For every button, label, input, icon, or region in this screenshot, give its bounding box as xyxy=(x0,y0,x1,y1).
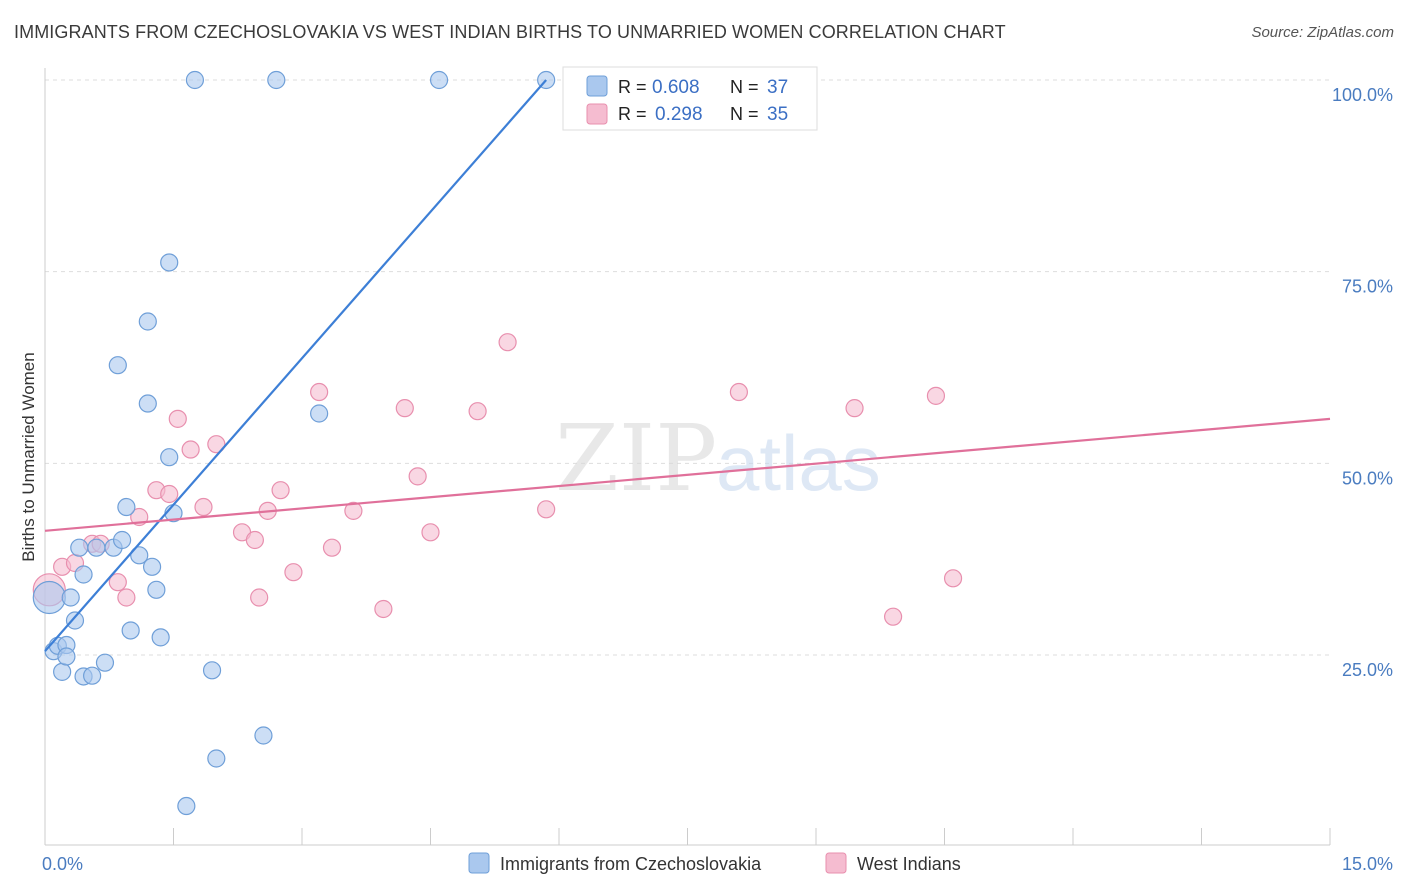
data-point xyxy=(729,382,749,402)
data-point xyxy=(151,628,170,647)
series-legend-label-blue: Immigrants from Czechoslovakia xyxy=(500,854,762,874)
series-legend: Immigrants from Czechoslovakia West Indi… xyxy=(468,852,961,874)
data-point xyxy=(185,70,205,90)
data-point xyxy=(374,599,393,619)
y-tick-label: 50.0% xyxy=(1342,468,1393,488)
legend-r-label-pink: R = xyxy=(618,104,647,124)
data-point xyxy=(194,497,213,517)
data-point xyxy=(926,386,946,405)
y-tick-label: 25.0% xyxy=(1342,660,1393,680)
axes xyxy=(44,68,1331,846)
data-point xyxy=(250,588,269,607)
y-axis-label: Births to Unmarried Women xyxy=(19,352,38,561)
data-point xyxy=(267,70,286,90)
legend-r-value-pink: 0.298 xyxy=(655,104,703,125)
data-point xyxy=(468,402,487,421)
data-point xyxy=(117,588,136,607)
data-point xyxy=(65,611,85,630)
data-point xyxy=(421,523,440,542)
data-point xyxy=(883,607,903,626)
data-point xyxy=(207,435,226,454)
trendline-west-indians xyxy=(44,417,1331,532)
data-point xyxy=(112,530,132,550)
data-point xyxy=(498,333,517,352)
y-tick-label: 75.0% xyxy=(1342,277,1393,297)
data-point xyxy=(160,484,179,504)
data-point xyxy=(138,312,157,331)
series-west-indians xyxy=(32,333,963,626)
data-point xyxy=(344,501,363,520)
data-point xyxy=(108,356,127,375)
data-point xyxy=(108,573,127,592)
data-point xyxy=(284,563,303,582)
data-point xyxy=(271,481,290,500)
legend-swatch-pink xyxy=(586,103,608,125)
x-tick-label: 0.0% xyxy=(42,854,83,874)
legend-n-label-blue: N = xyxy=(730,77,759,97)
series-czechoslovakia xyxy=(32,70,556,816)
data-point xyxy=(429,70,449,90)
data-point xyxy=(70,538,89,557)
series-legend-swatch-pink xyxy=(825,852,847,874)
watermark-atlas: atlas xyxy=(716,419,881,507)
data-point xyxy=(74,565,93,584)
data-point xyxy=(53,662,72,681)
data-point xyxy=(57,647,76,666)
data-point xyxy=(168,409,187,428)
data-point xyxy=(138,394,157,413)
data-point xyxy=(160,448,179,467)
data-point xyxy=(202,661,222,680)
data-point xyxy=(254,726,273,745)
data-point xyxy=(245,530,264,550)
data-point xyxy=(83,666,102,685)
legend-n-value-blue: 37 xyxy=(767,77,788,98)
watermark-zip: ZIP xyxy=(555,405,717,512)
series-legend-swatch-blue xyxy=(468,852,490,874)
watermark: ZIP atlas xyxy=(555,405,881,512)
x-tick-label: 15.0% xyxy=(1342,854,1393,874)
legend-r-value-blue: 0.608 xyxy=(652,77,700,98)
data-point xyxy=(310,382,329,402)
data-point xyxy=(310,404,329,423)
legend-n-value-pink: 35 xyxy=(767,104,788,125)
trendline-czechoslovakia xyxy=(44,79,547,652)
trendlines xyxy=(44,79,1331,652)
series-legend-label-pink: West Indians xyxy=(857,854,961,874)
data-point xyxy=(87,538,106,557)
source-credit: Source: ZipAtlas.com xyxy=(1251,24,1394,41)
data-point xyxy=(537,500,556,519)
legend-swatch-blue xyxy=(586,75,608,97)
data-point xyxy=(142,557,162,576)
data-point xyxy=(408,467,427,486)
data-point xyxy=(61,588,80,607)
data-point xyxy=(32,580,66,615)
grid-lines xyxy=(45,79,1330,656)
data-point xyxy=(322,538,342,557)
data-point xyxy=(160,253,179,272)
legend-n-label-pink: N = xyxy=(730,104,759,124)
data-point xyxy=(943,569,963,588)
data-point xyxy=(207,749,226,768)
data-point xyxy=(117,497,136,517)
data-point xyxy=(395,399,414,418)
data-point xyxy=(121,621,140,640)
data-point xyxy=(95,653,115,672)
data-point xyxy=(181,440,200,459)
tick-labels: 25.0% 50.0% 75.0% 100.0% 0.0% 15.0% xyxy=(42,85,1393,874)
chart-title: IMMIGRANTS FROM CZECHOSLOVAKIA VS WEST I… xyxy=(14,22,1006,42)
data-point xyxy=(845,399,864,418)
y-tick-label: 100.0% xyxy=(1332,85,1393,105)
data-point xyxy=(130,546,149,565)
legend-r-label-blue: R = xyxy=(618,77,647,97)
data-point xyxy=(147,580,166,599)
data-point xyxy=(177,796,196,816)
stats-legend: R = 0.608 N = 37 R = 0.298 N = 35 xyxy=(562,66,818,131)
